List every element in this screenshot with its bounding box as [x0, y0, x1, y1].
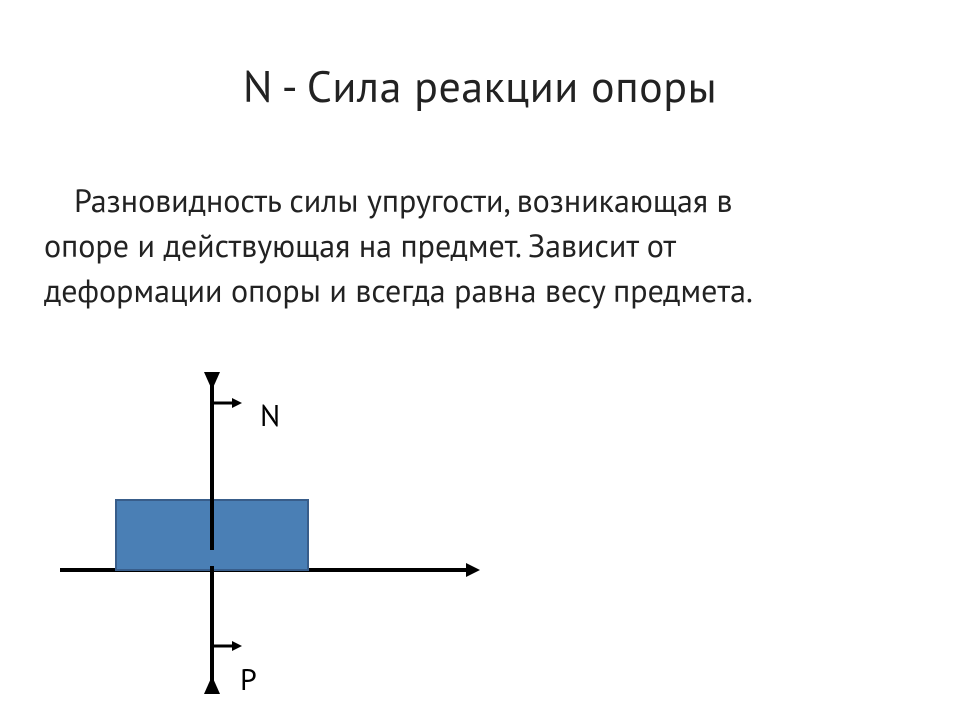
slide: N - Сила реакции опоры Разновидность сил… [0, 0, 960, 720]
label-P: P [240, 660, 257, 699]
force-diagram: NP [60, 370, 480, 700]
body-paragraph: Разновидность силы упругости, возникающа… [44, 178, 804, 312]
label-N: N [260, 396, 280, 435]
diagram-svg: NP [60, 370, 480, 700]
page-title: N - Сила реакции опоры [0, 58, 960, 115]
